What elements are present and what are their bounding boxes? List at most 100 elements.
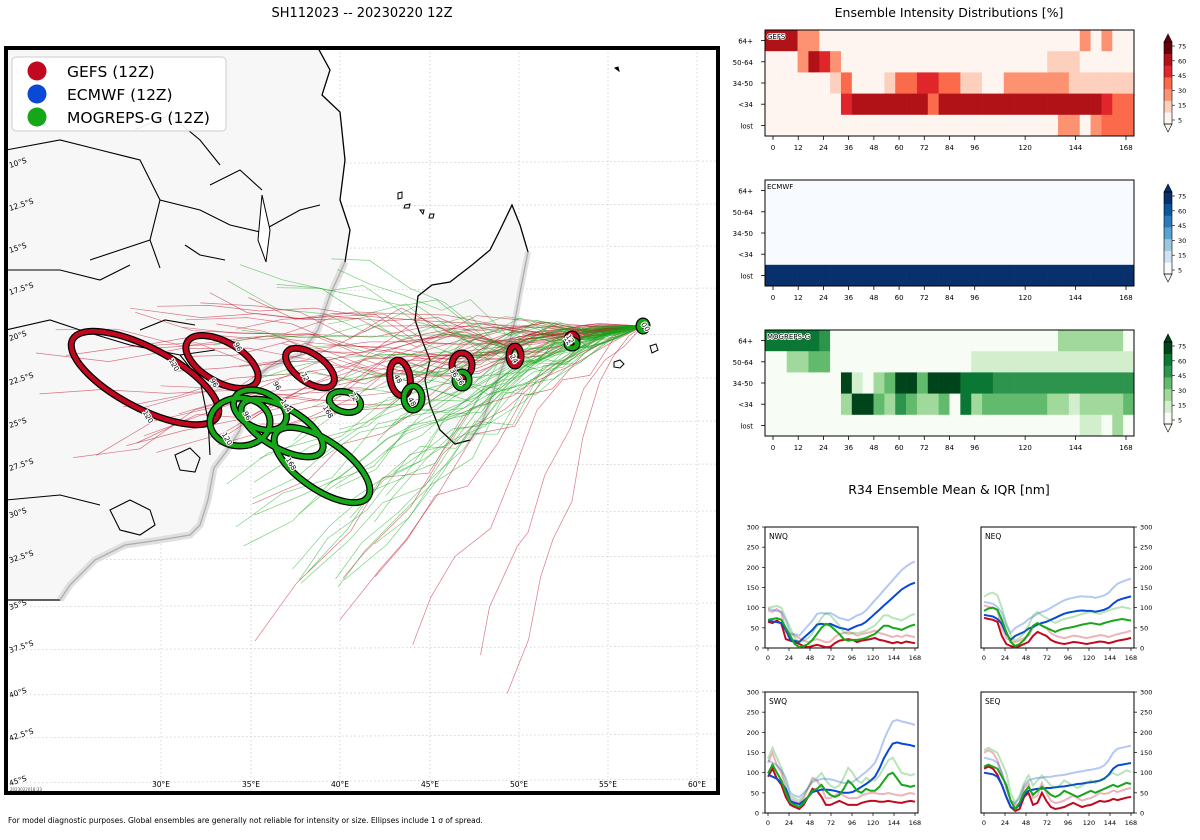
heatmap-cell [1112, 93, 1124, 116]
heatmap-cell [819, 30, 831, 52]
heatmap-cell [982, 330, 994, 352]
colorbar-extend-bottom [1163, 123, 1173, 133]
r34-x-label: 168 [1125, 819, 1137, 827]
heatmap-cell [1068, 93, 1081, 116]
r34-y-label: 200 [747, 564, 759, 572]
heatmap-cell [1068, 114, 1081, 137]
r34-y-label: 200 [1140, 564, 1152, 572]
r34-mean-ecmwf [983, 762, 1132, 811]
heatmap-cell [992, 114, 1005, 137]
heatmap-cell [884, 72, 896, 94]
heatmap-cell [1068, 372, 1081, 394]
heatmap-cell [1112, 372, 1124, 394]
lat-gridline [6, 645, 718, 651]
heatmap-cell [808, 330, 820, 352]
colorbar-extend-top [1163, 183, 1173, 193]
heatmap-cell [851, 264, 863, 287]
heatmap-cell [775, 222, 787, 244]
heatmap-cell [1003, 351, 1015, 373]
heatmap-cell [992, 51, 1005, 73]
mogreps-ellipse-72 [327, 389, 363, 415]
r34-y-label: 300 [1140, 689, 1152, 697]
heatmap-cell [1036, 72, 1048, 94]
heatmap-cell [819, 393, 831, 416]
map-timestamp: 2023022018:33 [10, 787, 42, 792]
heatmap-cell [851, 222, 863, 244]
heatmap-cell [1068, 30, 1081, 52]
heatmap-cell [797, 114, 809, 137]
lat-gridline [6, 555, 718, 561]
track-line [39, 325, 644, 395]
heatmap-cell [1090, 414, 1102, 437]
heatmap-cell [992, 393, 1005, 416]
heatmap-cell [1047, 30, 1059, 52]
heatmap-x-label: 36 [844, 294, 853, 302]
legend-mogreps-marker [27, 107, 47, 127]
heatmap-cell [1101, 393, 1113, 416]
heatmap-row-label: 64+ [738, 188, 753, 196]
heatmap-cell [1047, 222, 1059, 244]
colorbar-segment [1164, 77, 1172, 90]
colorbar-label: 5 [1178, 417, 1182, 425]
r34-iqr-mogreps [983, 591, 1132, 642]
heatmap-cell [1079, 114, 1091, 137]
legend-gefs-label: GEFS (12Z) [67, 63, 155, 81]
colorbar-segment [1164, 203, 1172, 216]
gefs-ellipse-96 [183, 333, 261, 391]
heatmap-cell [840, 72, 853, 94]
heatmap-row-label: lost [740, 422, 753, 430]
heatmap-cell [1123, 114, 1135, 137]
heatmap-cell [1112, 243, 1124, 266]
colorbar-segment [1164, 238, 1172, 251]
track-line [393, 325, 644, 473]
heatmap-cell [1003, 72, 1015, 94]
heatmap-cell [992, 264, 1005, 287]
r34-panel-swq: SWQ 0 24 48 72 96 120 144 168 0 50 100 150 200 250 300 [747, 689, 922, 828]
heatmap-cell [1090, 330, 1102, 352]
heatmap-x-label: 24 [819, 294, 828, 302]
heatmap-cell [840, 372, 853, 394]
heatmap-cell [1068, 72, 1081, 94]
heatmap-cell [775, 372, 787, 394]
colorbar-label: 5 [1178, 117, 1182, 125]
heatmap-cell [851, 93, 863, 116]
heatmap-cell [1112, 351, 1124, 373]
heatmap-cell [949, 330, 961, 352]
colorbar-segment [1164, 412, 1172, 425]
heatmap-x-label: 96 [970, 444, 979, 452]
heatmap-cell [1123, 243, 1135, 266]
heatmap-x-label: 120 [1018, 294, 1031, 302]
heatmap-cell [840, 393, 853, 416]
heatmap-cell [916, 114, 929, 137]
heatmap-cell [1090, 72, 1102, 94]
heatmap-cell [982, 393, 994, 416]
heatmap-cell [960, 351, 972, 373]
lat-gridline [6, 690, 718, 696]
mogreps-ellipse-120 [207, 395, 273, 449]
heatmap-cell [1025, 372, 1037, 394]
heatmap-cell [971, 180, 983, 202]
heatmap-cell [1047, 330, 1059, 352]
heatmap-cell [1123, 222, 1135, 244]
colorbar-extend-top [1163, 333, 1173, 343]
heatmap-x-label: 0 [771, 144, 775, 152]
heatmap-cell [960, 30, 972, 52]
r34-y-label: 300 [747, 524, 759, 532]
heatmap-cell [1123, 201, 1135, 223]
heatmap-x-label: 84 [945, 294, 954, 302]
r34-y-label: 50 [751, 624, 759, 632]
r34-title: R34 Ensemble Mean & IQR [nm] [848, 482, 1050, 497]
heatmap-cell [960, 264, 972, 287]
heatmap-cell [916, 330, 929, 352]
r34-x-label: 144 [1104, 654, 1116, 662]
heatmap-cell [851, 243, 863, 266]
heatmap-cell [927, 51, 939, 73]
heatmap-cell [1090, 222, 1102, 244]
heatmap-cell [786, 222, 798, 244]
heatmap-cell [765, 414, 777, 437]
r34-y-label: 200 [747, 729, 759, 737]
heatmap-cell [884, 114, 896, 137]
heatmap-cell [808, 114, 820, 137]
heatmap-cell [1123, 330, 1135, 352]
heatmap-cell [819, 93, 831, 116]
